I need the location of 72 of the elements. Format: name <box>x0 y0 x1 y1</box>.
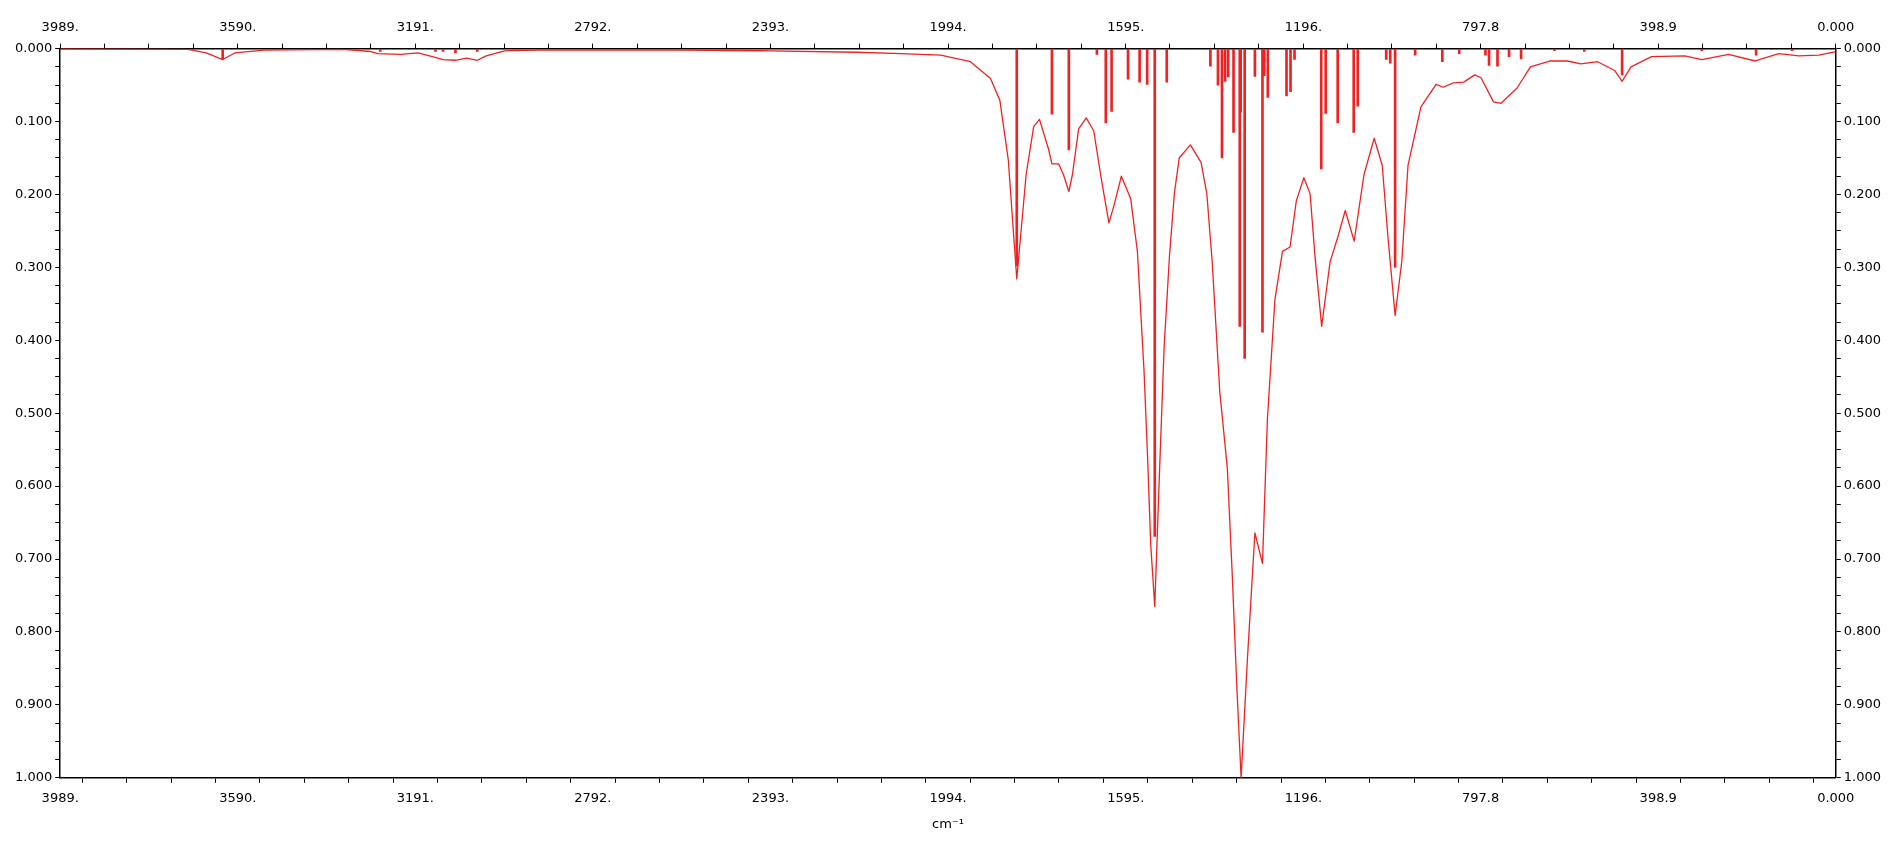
bar <box>434 48 437 52</box>
bar <box>1138 48 1141 83</box>
bar <box>454 48 457 54</box>
bar <box>1266 48 1270 98</box>
y2-tick-label: 0.100 <box>1843 112 1881 128</box>
y2-tick-label: 0.000 <box>1843 39 1881 55</box>
y-tick-label: 0.900 <box>15 696 53 712</box>
x-tick-label: 0.000 <box>1817 19 1855 35</box>
bar <box>1457 48 1461 55</box>
x2-tick-label: 1196. <box>1284 789 1323 805</box>
x2-tick-label: 398.9 <box>1639 789 1677 805</box>
bar <box>1582 48 1586 52</box>
bar <box>1261 48 1264 333</box>
x-tick-label: 2792. <box>574 19 612 35</box>
x2-tick-label: 0.000 <box>1817 789 1855 805</box>
bar <box>1226 48 1230 78</box>
x-tick-label: 398.9 <box>1639 19 1677 35</box>
y-tick-label: 0.500 <box>15 404 53 420</box>
x-tick-label: 3191. <box>396 19 434 35</box>
bar <box>1700 48 1704 52</box>
x-tick-label: 1595. <box>1107 19 1145 35</box>
bar <box>475 48 479 52</box>
bar <box>1243 48 1246 359</box>
x-tick-label: 3989. <box>41 19 79 35</box>
y-tick-label: 0.200 <box>15 185 53 201</box>
bar <box>1496 48 1499 67</box>
y-tick-label: 0.000 <box>15 39 53 55</box>
y2-tick-label: 0.800 <box>1843 623 1881 639</box>
bar <box>1209 48 1212 67</box>
y2-tick-label: 0.500 <box>1843 404 1881 420</box>
y2-tick-label: 0.900 <box>1843 696 1881 712</box>
bar <box>1232 48 1235 133</box>
x2-tick-label: 3590. <box>219 789 257 805</box>
y-tick-label: 1.000 <box>15 769 53 785</box>
y2-tick-label: 0.300 <box>1843 258 1881 274</box>
y-tick-label: 0.700 <box>15 550 53 566</box>
bar <box>1145 48 1149 85</box>
x-tick-label: 1994. <box>929 19 967 35</box>
x-tick-label: 2393. <box>751 19 790 35</box>
bar <box>1285 48 1288 97</box>
x2-tick-label: 1595. <box>1107 789 1145 805</box>
x-tick-label: 3590. <box>219 19 257 35</box>
x2-tick-label: 3989. <box>41 789 79 805</box>
y2-tick-label: 0.200 <box>1843 185 1881 201</box>
bar <box>1289 48 1292 92</box>
bar <box>1104 48 1108 124</box>
bar <box>1319 48 1323 170</box>
bar <box>1553 48 1556 52</box>
y2-tick-label: 0.600 <box>1843 477 1881 493</box>
y-tick-label: 0.800 <box>15 623 53 639</box>
bar <box>1165 48 1169 83</box>
y-tick-label: 0.400 <box>15 331 53 347</box>
y2-tick-label: 0.700 <box>1843 550 1881 566</box>
x2-tick-label: 2792. <box>574 789 612 805</box>
y2-tick-label: 0.400 <box>1843 331 1881 347</box>
bar <box>1352 48 1356 133</box>
x2-tick-label: 3191. <box>396 789 434 805</box>
bar <box>1440 48 1444 63</box>
bar <box>1388 48 1392 64</box>
y-tick-label: 0.100 <box>15 112 53 128</box>
y-tick-label: 0.300 <box>15 258 53 274</box>
y-tick-label: 0.600 <box>15 477 53 493</box>
bar <box>1384 48 1388 60</box>
y2-tick-label: 1.000 <box>1843 769 1881 785</box>
x2-tick-label: 1994. <box>929 789 967 805</box>
x-tick-label: 797.8 <box>1462 19 1500 35</box>
x-tick-label: 1196. <box>1284 19 1323 35</box>
x2-tick-label: 2393. <box>751 789 790 805</box>
bar <box>1110 48 1113 112</box>
bar <box>1336 48 1340 124</box>
x2-tick-label: 797.8 <box>1462 789 1500 805</box>
x-axis-title: cm⁻¹ <box>932 815 964 831</box>
